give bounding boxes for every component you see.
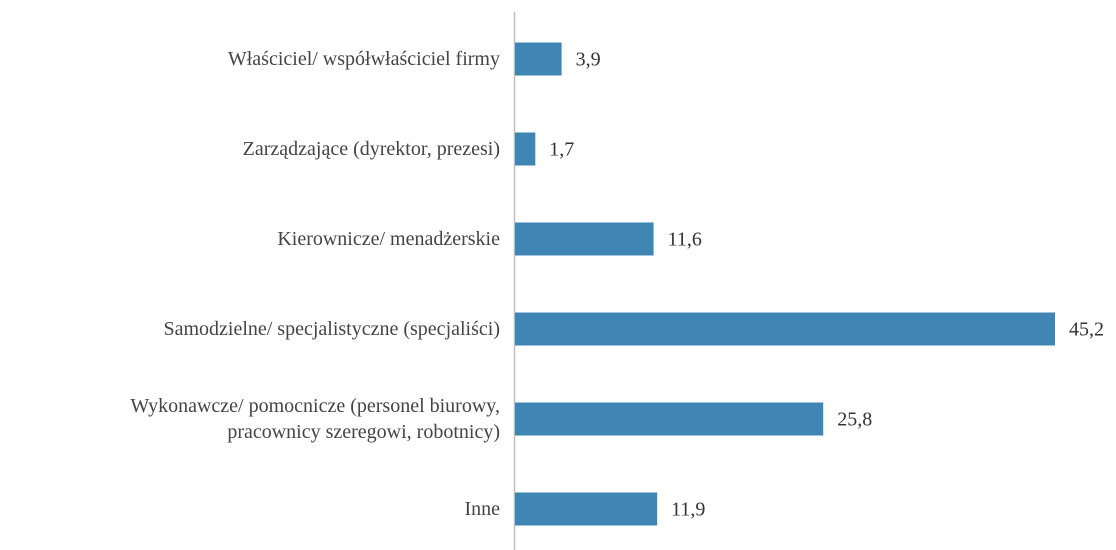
data-label: 25,8 bbox=[837, 409, 872, 431]
category-label: Zarządzające (dyrektor, prezesi) bbox=[242, 138, 500, 160]
data-label: 11,9 bbox=[671, 499, 705, 521]
bar bbox=[515, 492, 658, 526]
category-label: Właściciel/ współwłaściciel firmy bbox=[227, 48, 500, 70]
category-label: Wykonawcze/ pomocnicze (personel biurowy… bbox=[130, 395, 500, 443]
bar bbox=[515, 132, 536, 166]
bar bbox=[515, 42, 562, 76]
data-label: 11,6 bbox=[668, 229, 702, 251]
category-label: Inne bbox=[464, 498, 500, 520]
data-label: 1,7 bbox=[549, 139, 574, 161]
data-label: 45,2 bbox=[1069, 319, 1104, 341]
category-label: Samodzielne/ specjalistyczne (specjaliśc… bbox=[163, 318, 500, 340]
data-label: 3,9 bbox=[576, 49, 601, 71]
category-label: Kierownicze/ menadżerskie bbox=[277, 228, 500, 250]
bar bbox=[515, 312, 1055, 346]
bar bbox=[515, 222, 654, 256]
bar bbox=[515, 402, 824, 436]
